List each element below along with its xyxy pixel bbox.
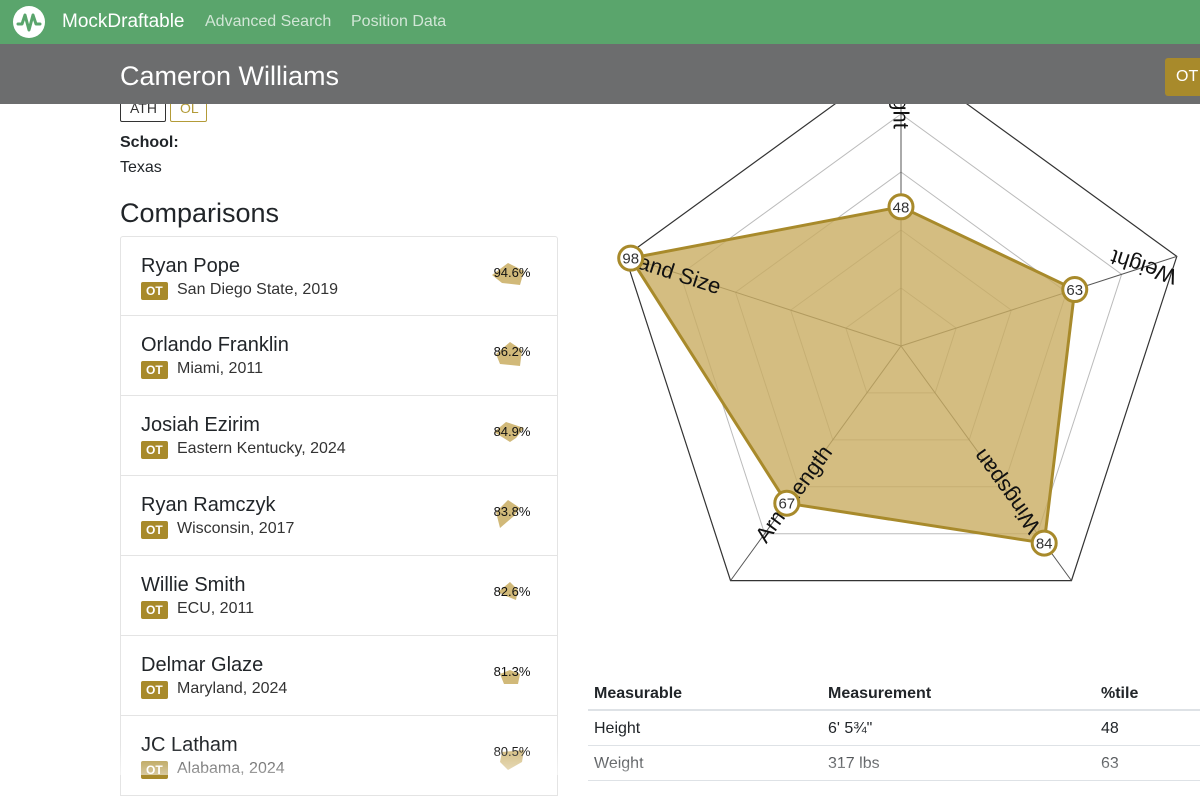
school-value: Texas bbox=[120, 159, 162, 176]
similarity-percent: 81.3% bbox=[493, 664, 531, 679]
position-badge: OT bbox=[141, 282, 168, 300]
position-badge: OT bbox=[141, 521, 168, 539]
table-row: Weight 317 lbs 63 bbox=[588, 746, 1200, 781]
comparison-name: Delmar Glaze bbox=[141, 654, 264, 676]
player-header: Cameron Williams OT bbox=[0, 44, 1200, 104]
mini-radar-icon bbox=[492, 263, 524, 285]
radar-value-label: 48 bbox=[893, 199, 910, 216]
brand-link[interactable]: MockDraftable bbox=[62, 11, 185, 32]
comparison-item[interactable]: JC Latham OT Alabama, 2024 80.5% bbox=[120, 716, 558, 796]
radar-grid-ring bbox=[624, 104, 1178, 582]
comparison-item[interactable]: Orlando Franklin OT Miami, 2011 86.2% bbox=[120, 316, 558, 396]
comparisons-list: Ryan Pope OT San Diego State, 2019 94.6%… bbox=[120, 236, 558, 796]
radar-value-marker[interactable] bbox=[1061, 276, 1089, 304]
comparison-item[interactable]: Willie Smith OT ECU, 2011 82.6% bbox=[120, 556, 558, 636]
radar-value-label: 67 bbox=[778, 496, 795, 513]
mini-radar-icon bbox=[500, 670, 520, 684]
comparison-item[interactable]: Ryan Pope OT San Diego State, 2019 94.6% bbox=[120, 236, 558, 316]
comparison-item[interactable]: Ryan Ramczyk OT Wisconsin, 2017 83.8% bbox=[120, 476, 558, 556]
position-badge: OT bbox=[141, 441, 168, 459]
radar-value-marker[interactable] bbox=[617, 244, 645, 272]
radar-axis-label: ight bbox=[889, 104, 914, 129]
similarity-percent: 94.6% bbox=[493, 265, 531, 280]
school-label: School: bbox=[120, 134, 179, 151]
comparison-name: Willie Smith bbox=[141, 574, 246, 596]
position-badge: OT bbox=[141, 681, 168, 699]
cell-percentile: 48 bbox=[1101, 720, 1119, 737]
player-percentile-area bbox=[629, 205, 1077, 545]
header-measurable[interactable]: Measurable bbox=[594, 685, 683, 702]
similarity-percent: 80.5% bbox=[493, 744, 531, 759]
wave-circle-icon[interactable] bbox=[12, 5, 46, 39]
comparison-name: Ryan Ramczyk bbox=[141, 494, 276, 516]
radar-value-label: 63 bbox=[1066, 282, 1083, 299]
cell-measurable: Weight bbox=[594, 755, 644, 772]
radar-value-label: 84 bbox=[1036, 536, 1053, 553]
cell-measurement: 317 lbs bbox=[828, 755, 880, 772]
comparison-item[interactable]: Delmar Glaze OT Maryland, 2024 81.3% bbox=[120, 636, 558, 716]
mini-radar-icon bbox=[496, 500, 520, 528]
radar-value-label: 98 bbox=[622, 251, 639, 268]
comparison-name: Josiah Ezirim bbox=[141, 414, 260, 436]
comparison-school: Eastern Kentucky, 2024 bbox=[177, 440, 346, 457]
comparison-school: Alabama, 2024 bbox=[177, 760, 285, 777]
radar-value-marker[interactable] bbox=[887, 193, 915, 221]
comparison-school: Miami, 2011 bbox=[177, 360, 263, 377]
similarity-percent: 83.8% bbox=[493, 504, 531, 519]
cell-percentile: 63 bbox=[1101, 755, 1119, 772]
mini-radar-icon bbox=[498, 582, 518, 600]
table-header-row: Measurable Measurement %tile bbox=[588, 676, 1200, 711]
position-badge: OT bbox=[141, 761, 168, 779]
mini-radar-icon bbox=[496, 342, 522, 366]
comparison-school: San Diego State, 2019 bbox=[177, 281, 339, 298]
table-row: Height 6' 5¾" 48 bbox=[588, 711, 1200, 746]
nav-position-data[interactable]: Position Data bbox=[351, 13, 447, 30]
header-percentile[interactable]: %tile bbox=[1101, 685, 1139, 702]
comparison-name: Ryan Pope bbox=[141, 255, 240, 277]
top-navbar: MockDraftable Advanced Search Position D… bbox=[0, 0, 1200, 44]
nav-advanced-search[interactable]: Advanced Search bbox=[205, 13, 332, 30]
measurables-table: Measurable Measurement %tile Height 6' 5… bbox=[588, 676, 1200, 781]
cell-measurement: 6' 5¾" bbox=[828, 720, 873, 737]
comparison-name: Orlando Franklin bbox=[141, 334, 289, 356]
position-button[interactable]: OT bbox=[1165, 58, 1200, 96]
radar-value-markers: 48 63 84 67 98 bbox=[617, 193, 1089, 557]
comparison-name: JC Latham bbox=[141, 734, 238, 756]
comparison-school: Wisconsin, 2017 bbox=[177, 520, 295, 537]
cell-measurable: Height bbox=[594, 720, 641, 737]
radar-value-marker[interactable] bbox=[1030, 529, 1058, 557]
similarity-percent: 86.2% bbox=[493, 344, 531, 359]
position-badge: OT bbox=[141, 361, 168, 379]
comparison-school: ECU, 2011 bbox=[177, 600, 255, 617]
comparisons-heading: Comparisons bbox=[120, 198, 280, 228]
header-measurement[interactable]: Measurement bbox=[828, 685, 932, 702]
radar-value-marker[interactable] bbox=[773, 489, 801, 517]
position-badge: OT bbox=[141, 601, 168, 619]
comparison-item[interactable]: Josiah Ezirim OT Eastern Kentucky, 2024 … bbox=[120, 396, 558, 476]
player-name: Cameron Williams bbox=[120, 61, 340, 91]
similarity-percent: 82.6% bbox=[493, 584, 531, 599]
comparison-school: Maryland, 2024 bbox=[177, 680, 288, 697]
mini-radar-icon bbox=[494, 422, 524, 442]
similarity-percent: 84.9% bbox=[493, 424, 531, 439]
